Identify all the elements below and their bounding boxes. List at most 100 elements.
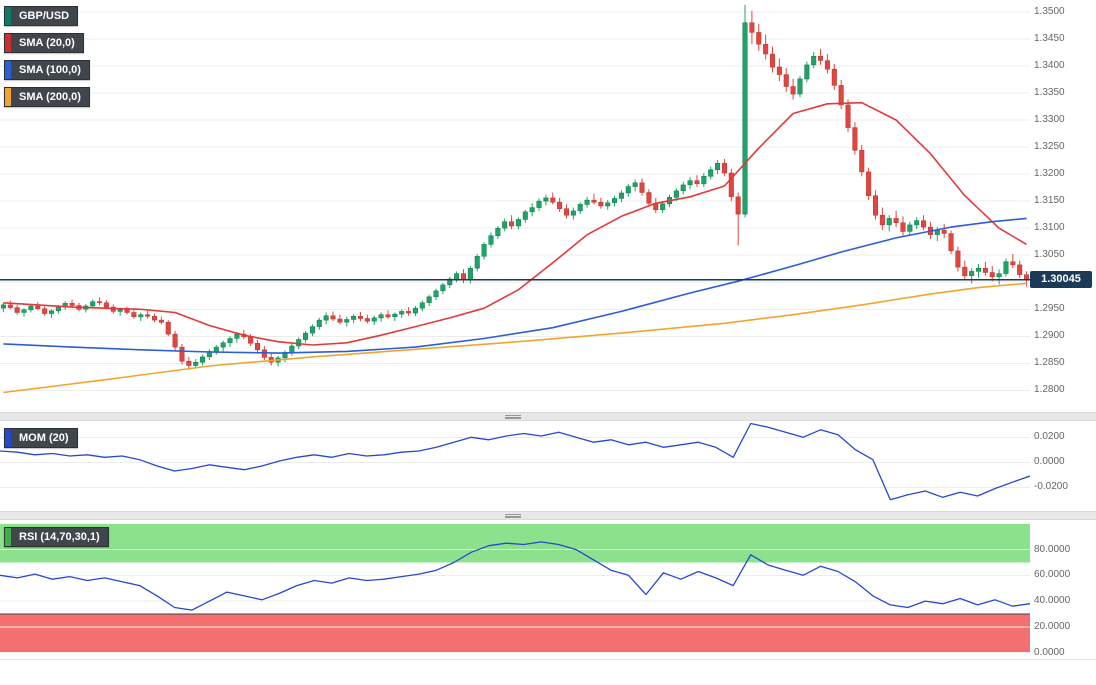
- candle-body: [975, 267, 982, 272]
- candle-body: [955, 250, 961, 268]
- candle-body: [158, 319, 164, 323]
- y-axis-label: -0.0200: [1034, 481, 1068, 493]
- candle-body: [145, 314, 151, 317]
- candle-body: [907, 224, 913, 232]
- candle-body: [406, 311, 412, 314]
- candle-body: [357, 316, 364, 319]
- candle-body: [90, 301, 96, 307]
- candle-body: [914, 220, 920, 226]
- candle-body: [502, 221, 508, 229]
- candle-body: [962, 266, 968, 277]
- legend-mom-label: MOM (20): [19, 432, 69, 444]
- y-axis-label: 1.3050: [1034, 249, 1065, 261]
- candle-body: [447, 278, 453, 286]
- candle-body: [605, 202, 611, 207]
- candle-body: [227, 338, 233, 344]
- candle-body: [687, 180, 693, 186]
- candle-body: [14, 307, 20, 313]
- candle-body: [529, 207, 535, 213]
- candle-body: [893, 218, 899, 223]
- candle-body: [220, 342, 226, 348]
- candle-body: [934, 230, 940, 235]
- candle-body: [879, 214, 885, 226]
- candle-body: [701, 176, 707, 185]
- candle-body: [515, 219, 521, 227]
- candle-body: [309, 326, 315, 334]
- oversold-band: [0, 614, 1030, 653]
- candle-body: [543, 197, 549, 202]
- candle-body: [303, 332, 309, 340]
- legend-rsi[interactable]: RSI (14,70,30,1): [4, 527, 109, 547]
- y-axis-label: 20.0000: [1034, 620, 1071, 632]
- candle-body: [1003, 261, 1009, 274]
- candle-body: [618, 192, 624, 199]
- candle-body: [316, 319, 322, 327]
- candle-body: [138, 314, 144, 318]
- candle-body: [42, 308, 48, 314]
- candle-body: [179, 346, 185, 362]
- rsi-panel-canvas[interactable]: [0, 520, 1030, 659]
- candle-body: [344, 319, 350, 323]
- candle-body: [769, 53, 776, 68]
- candle-body: [1010, 261, 1016, 266]
- candle-body: [721, 163, 727, 174]
- legend-sma200[interactable]: SMA (200,0): [4, 87, 90, 107]
- candle-body: [48, 310, 55, 314]
- candle-body: [467, 267, 473, 281]
- candle-body: [818, 55, 824, 61]
- candle-body: [591, 199, 597, 203]
- candle-body: [632, 182, 638, 187]
- candle-body: [7, 304, 13, 308]
- price-panel-canvas[interactable]: [0, 0, 1030, 412]
- candle-body: [412, 307, 418, 314]
- candle-body: [680, 184, 686, 192]
- instrument-color-strip: [5, 7, 11, 25]
- candle-body: [715, 163, 721, 171]
- candle-body: [989, 272, 995, 278]
- candle-body: [694, 180, 700, 185]
- candle-body: [337, 318, 343, 323]
- legend-sma20-label: SMA (20,0): [19, 37, 75, 49]
- legend-sma100[interactable]: SMA (100,0): [4, 60, 90, 80]
- legend-instrument-label: GBP/USD: [19, 10, 70, 22]
- candle-body: [151, 316, 158, 321]
- candle-body: [124, 309, 130, 313]
- candle-body: [399, 311, 405, 315]
- candle-body: [213, 346, 219, 352]
- y-axis-label: 1.2850: [1034, 357, 1065, 369]
- candle-body: [440, 284, 446, 292]
- candle-body: [563, 208, 570, 216]
- candle-body: [392, 313, 398, 318]
- candle-body: [55, 306, 61, 312]
- candle-body: [577, 204, 583, 212]
- candle-body: [1024, 274, 1030, 281]
- sma-line: [3, 282, 1027, 394]
- candle-body: [371, 317, 377, 322]
- candle-body: [900, 222, 906, 232]
- candle-body: [996, 273, 1002, 278]
- legend-sma20[interactable]: SMA (20,0): [4, 33, 84, 53]
- candle-body: [1017, 264, 1023, 275]
- candle-body: [625, 186, 631, 194]
- candle-body: [852, 127, 858, 151]
- current-price-badge: 1.30045: [1030, 271, 1092, 288]
- candle-body: [200, 356, 206, 363]
- legend-instrument[interactable]: GBP/USD: [4, 6, 79, 26]
- y-axis-label: 1.3350: [1034, 87, 1065, 98]
- candle-body: [433, 290, 439, 298]
- candle-body: [790, 86, 796, 95]
- y-axis-label: 60.0000: [1034, 569, 1071, 581]
- divider-drag-handle-icon[interactable]: [505, 415, 521, 419]
- candle-body: [35, 305, 41, 309]
- momentum-panel-canvas[interactable]: [0, 421, 1030, 511]
- candle-body: [866, 171, 872, 196]
- candle-body: [378, 314, 384, 319]
- divider-drag-handle-icon[interactable]: [505, 514, 521, 518]
- candle-body: [612, 198, 618, 203]
- candle-body: [454, 273, 460, 280]
- candle-body: [948, 233, 954, 252]
- candle-body: [28, 305, 34, 311]
- legend-mom[interactable]: MOM (20): [4, 428, 78, 448]
- y-axis-label: 80.0000: [1034, 543, 1071, 555]
- candle-body: [639, 182, 645, 193]
